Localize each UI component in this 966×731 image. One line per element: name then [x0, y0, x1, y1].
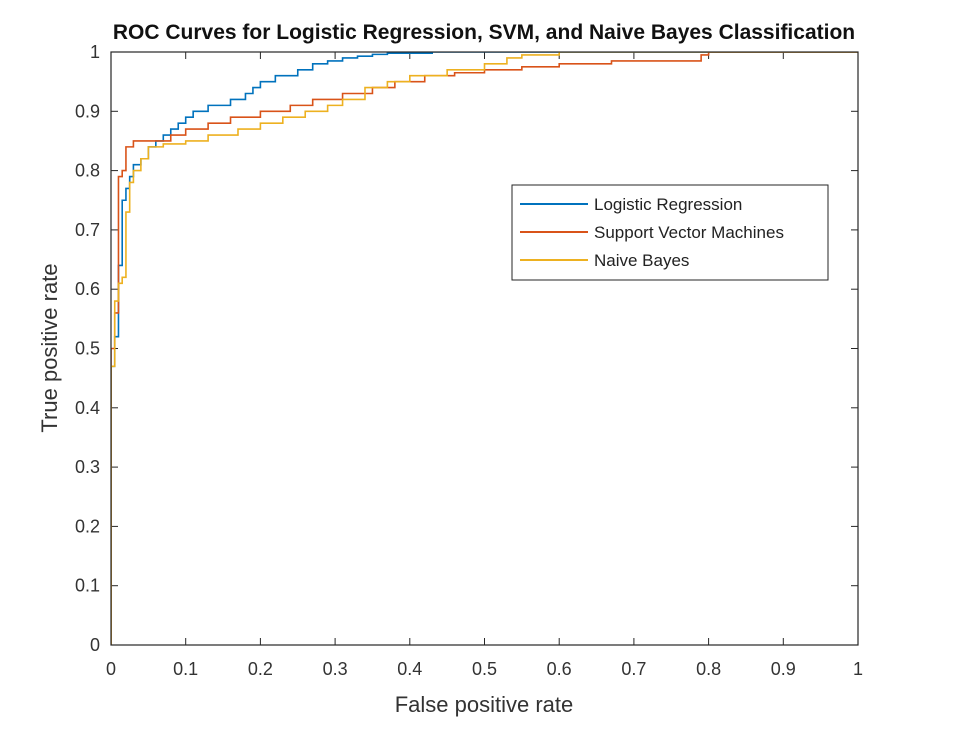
y-tick-label: 0.3 — [75, 457, 100, 477]
x-axis-label: False positive rate — [395, 692, 574, 717]
series-lines — [111, 52, 858, 645]
y-tick-label: 0.6 — [75, 279, 100, 299]
y-tick-label: 0.2 — [75, 516, 100, 536]
series-line-support-vector-machines — [111, 52, 858, 645]
legend-label-support-vector-machines: Support Vector Machines — [594, 223, 784, 242]
y-tick-label: 0.8 — [75, 161, 100, 181]
y-tick-label: 0 — [90, 635, 100, 655]
x-tick-label: 1 — [853, 659, 863, 679]
y-tick-label: 0.7 — [75, 220, 100, 240]
x-tick-label: 0.9 — [771, 659, 796, 679]
x-tick-label: 0.7 — [621, 659, 646, 679]
legend-box — [511, 184, 829, 281]
x-tick-label: 0.5 — [472, 659, 497, 679]
x-tick-label: 0.2 — [248, 659, 273, 679]
series-line-naive-bayes — [111, 52, 858, 645]
y-tick-label: 0.1 — [75, 576, 100, 596]
legend-entries: Logistic Regression Support Vector Machin… — [520, 195, 784, 270]
legend-label-logistic-regression: Logistic Regression — [594, 195, 742, 214]
plot-area-frame — [110, 51, 859, 646]
x-tick-label: 0.6 — [547, 659, 572, 679]
legend-label-naive-bayes: Naive Bayes — [594, 251, 689, 270]
x-tick-label: 0.1 — [173, 659, 198, 679]
legend: Logistic Regression Support Vector Machin… — [511, 184, 829, 281]
chart-title: ROC Curves for Logistic Regression, SVM,… — [113, 21, 855, 44]
y-tick-label: 0.5 — [75, 339, 100, 359]
y-tick-label: 1 — [90, 42, 100, 62]
y-axis-label: True positive rate — [37, 263, 62, 432]
y-tick-label: 0.4 — [75, 398, 100, 418]
axis-tick-labels: 0 0.1 0.2 0.3 0.4 0.5 0.6 0.7 0.8 0.9 1 0 0.1 0.2 0.3 0… — [75, 42, 863, 679]
y-tick-label: 0.9 — [75, 101, 100, 121]
x-tick-label: 0.8 — [696, 659, 721, 679]
x-tick-label: 0.4 — [397, 659, 422, 679]
x-tick-label: 0 — [106, 659, 116, 679]
x-tick-label: 0.3 — [323, 659, 348, 679]
